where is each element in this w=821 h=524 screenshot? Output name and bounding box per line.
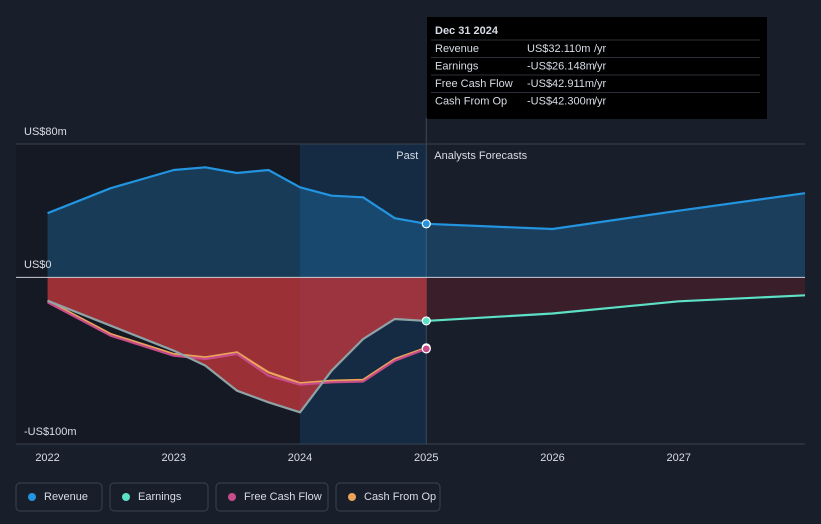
x-tick-label: 2022 bbox=[35, 452, 59, 464]
tooltip-box bbox=[427, 17, 767, 119]
tooltip-value: US$32.110m bbox=[527, 43, 590, 55]
series-line bbox=[47, 299, 427, 385]
legend-item[interactable]: Free Cash Flow bbox=[215, 482, 329, 512]
point-marker bbox=[421, 219, 431, 229]
legend-label: Revenue bbox=[44, 491, 88, 503]
tooltip-unit: /yr bbox=[594, 60, 607, 72]
point-marker bbox=[421, 344, 431, 354]
legend-box bbox=[215, 482, 329, 512]
past-label: Past bbox=[396, 150, 418, 162]
x-tick-label: 2024 bbox=[288, 452, 312, 464]
legend-dot bbox=[28, 493, 36, 501]
legend-label: Free Cash Flow bbox=[244, 491, 322, 503]
tooltip-date: Dec 31 2024 bbox=[435, 25, 499, 37]
x-tick-label: 2023 bbox=[162, 452, 186, 464]
legend-label: Cash From Op bbox=[364, 491, 436, 503]
tooltip-label: Free Cash Flow bbox=[435, 78, 513, 90]
revenue-area bbox=[47, 167, 806, 278]
earnings-area bbox=[47, 277, 806, 413]
legend-dot bbox=[348, 493, 356, 501]
tooltip-unit: /yr bbox=[594, 95, 607, 107]
tooltip-value: -US$26.148m bbox=[527, 60, 595, 72]
y-tick-label: US$80m bbox=[24, 126, 67, 138]
tooltip-label: Earnings bbox=[435, 60, 479, 72]
legend-dot bbox=[228, 493, 236, 501]
tooltip-label: Revenue bbox=[435, 43, 479, 55]
legend-dot bbox=[122, 493, 130, 501]
legend-box bbox=[335, 482, 441, 512]
x-tick-label: 2025 bbox=[414, 452, 438, 464]
series-line bbox=[47, 166, 806, 231]
legend-box bbox=[15, 482, 103, 512]
tooltip-label: Cash From Op bbox=[435, 95, 507, 107]
tooltip-unit: /yr bbox=[594, 78, 607, 90]
x-tick-label: 2026 bbox=[540, 452, 564, 464]
tooltip-value: -US$42.911m bbox=[527, 78, 594, 90]
point-marker bbox=[421, 316, 431, 326]
legend-item[interactable]: Earnings bbox=[109, 482, 209, 512]
forecast-label: Analysts Forecasts bbox=[434, 150, 527, 162]
series-line bbox=[47, 301, 427, 386]
tooltip-unit: /yr bbox=[594, 43, 607, 55]
tooltip-value: -US$42.300m bbox=[527, 95, 595, 107]
legend-item[interactable]: Revenue bbox=[15, 482, 103, 512]
y-tick-label: -US$100m bbox=[24, 426, 77, 438]
legend-item[interactable]: Cash From Op bbox=[335, 482, 441, 512]
y-tick-label: US$0 bbox=[24, 259, 52, 271]
legend-label: Earnings bbox=[138, 491, 182, 503]
legend-box bbox=[109, 482, 209, 512]
series-line bbox=[47, 294, 806, 414]
x-tick-label: 2027 bbox=[667, 452, 691, 464]
